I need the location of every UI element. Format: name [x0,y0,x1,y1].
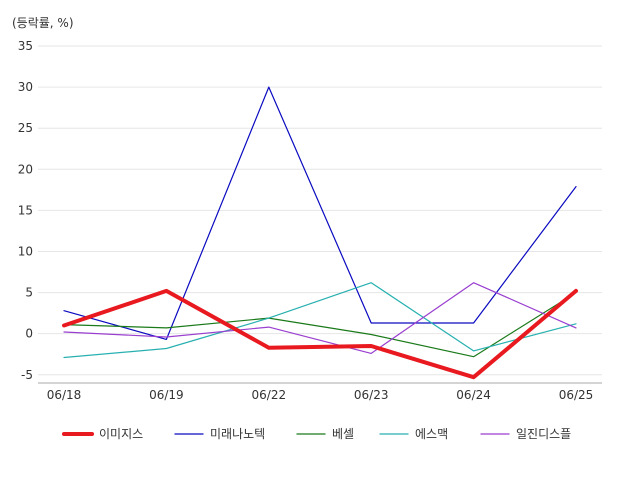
y-axis-unit-label: (등락률, %) [12,16,74,30]
y-axis-ticks: -5 0 5 10 15 20 25 30 35 [18,39,33,382]
legend: 이미지스 미래나노텍 베셀 에스맥 일진디스플 [62,427,571,441]
x-tick-label: 06/18 [47,388,82,402]
series-line [63,282,577,359]
legend-label: 베셀 [332,427,354,441]
series-line [63,282,577,354]
x-tick-label: 06/25 [559,388,594,402]
y-tick-label: 10 [18,244,33,258]
y-tick-label: 0 [25,327,33,341]
gridlines [38,45,602,384]
x-tick-label: 06/22 [252,388,287,402]
y-tick-label: 15 [18,203,33,217]
y-tick-label: 5 [25,286,33,300]
x-tick-label: 06/23 [354,388,389,402]
x-axis-ticks: 06/18 06/19 06/22 06/23 06/24 06/25 [47,388,594,402]
x-tick-label: 06/24 [456,388,491,402]
y-tick-label: 20 [18,162,33,176]
series-lines [62,86,578,380]
legend-label: 미래나노텍 [210,427,265,441]
y-tick-label: -5 [21,368,33,382]
legend-label: 이미지스 [99,427,143,441]
y-tick-label: 35 [18,39,33,53]
y-tick-label: 25 [18,121,33,135]
series-line [62,288,578,380]
series-line [63,86,577,340]
y-tick-label: 30 [18,80,33,94]
legend-label: 일진디스플 [516,427,571,441]
legend-label: 에스맥 [415,427,448,441]
x-tick-label: 06/19 [149,388,184,402]
